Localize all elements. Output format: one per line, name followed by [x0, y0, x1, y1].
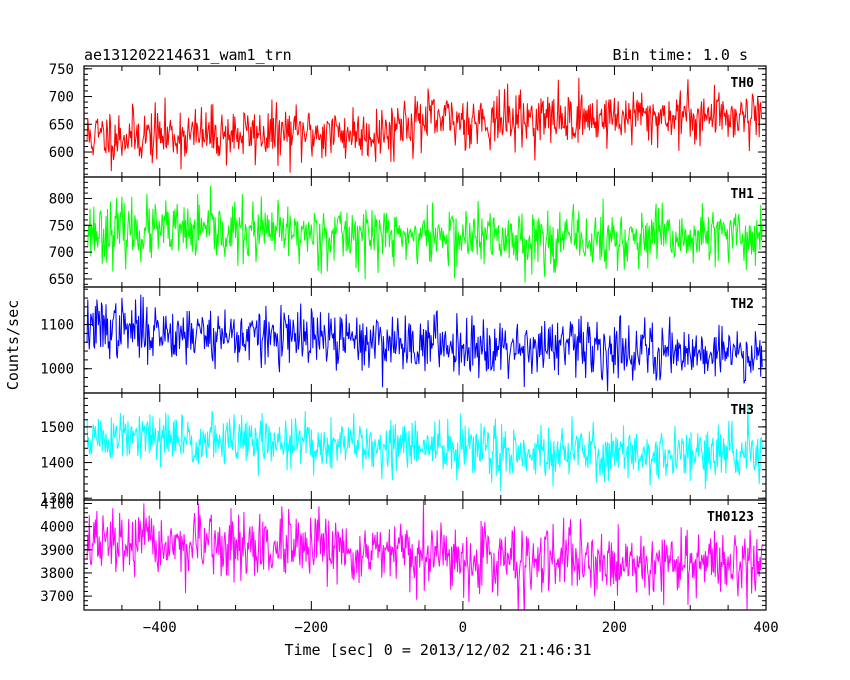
series-label-th0: TH0	[731, 76, 755, 91]
series-line-th1	[86, 185, 763, 283]
x-axis-label: Time [sec] 0 = 2013/12/02 21:46:31	[284, 641, 591, 659]
y-tick-label-th0: 600	[49, 145, 74, 161]
y-tick-label-th1: 700	[49, 245, 74, 261]
x-tick-label: 0	[459, 620, 467, 636]
y-tick-label-th2: 1100	[40, 318, 74, 334]
y-tick-label-th1: 650	[49, 272, 74, 288]
series-line-th3	[86, 403, 763, 492]
series-line-th2	[86, 294, 763, 392]
bin-time-label: Bin time: 1.0 s	[613, 46, 748, 64]
x-tick-label: −400	[143, 620, 177, 636]
panel-th0: 600 650 700 750 TH0	[49, 62, 767, 178]
y-tick-label-th0123: 3900	[40, 543, 74, 559]
x-tick-label: 400	[753, 620, 778, 636]
x-tick-label: 200	[602, 620, 627, 636]
y-tick-label-th0123: 4000	[40, 520, 74, 536]
panels-group: 600 650 700 750 TH0 650 700 750 800 TH1 1000 1100 TH…	[40, 62, 778, 636]
series-label-th0123: TH0123	[707, 510, 754, 525]
y-tick-label-th3: 1400	[40, 456, 74, 472]
series-label-th2: TH2	[731, 297, 754, 312]
panel-th1: 650 700 750 800 TH1	[49, 176, 767, 288]
y-tick-label-th0123: 3800	[40, 566, 74, 582]
y-tick-label-th0: 650	[49, 117, 74, 133]
panel-th3: 1300 1400 1500 TH3	[40, 392, 767, 507]
series-label-th3: TH3	[731, 403, 754, 418]
y-tick-label-th0123: 3700	[40, 589, 74, 605]
series-line-th0	[86, 77, 763, 173]
y-tick-label-th0: 700	[49, 90, 74, 106]
y-tick-label-th2: 1000	[40, 362, 74, 378]
y-tick-label-th1: 750	[49, 218, 74, 234]
panel-th0123: 3700 3800 3900 4000 4100 TH0123	[40, 496, 767, 611]
chart-title: ae131202214631_wam1_trn	[84, 46, 292, 64]
y-tick-label-th0123: 4100	[40, 496, 74, 512]
series-line-th0123	[86, 500, 763, 610]
panel-th2: 1000 1100 TH2	[40, 286, 767, 394]
y-tick-label-th3: 1500	[40, 420, 74, 436]
y-tick-label-th0: 750	[49, 62, 74, 78]
y-tick-label-th1: 800	[49, 191, 74, 207]
x-tick-label: −200	[294, 620, 328, 636]
y-axis-label: Counts/sec	[4, 300, 22, 390]
y-tick-label-th3: 1300	[40, 491, 74, 507]
series-label-th1: TH1	[731, 187, 755, 202]
